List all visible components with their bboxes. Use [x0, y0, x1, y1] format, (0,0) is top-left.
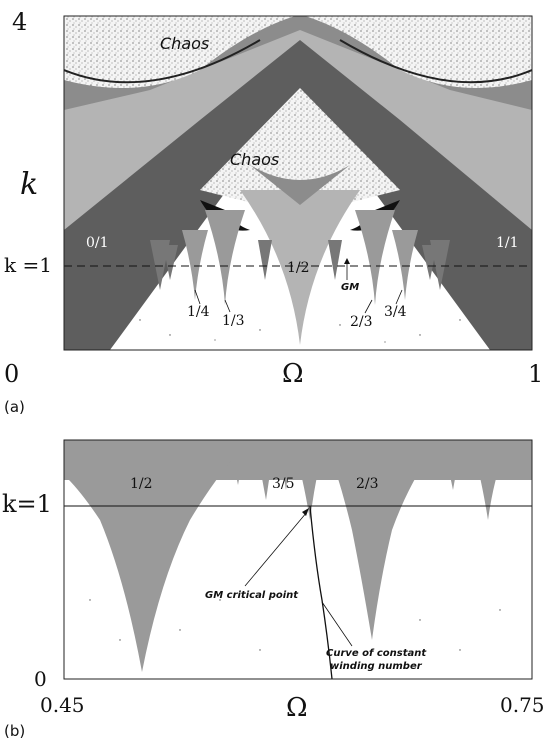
- gm-critical-arrowhead: [302, 508, 309, 516]
- y-tick-bottom-b: 0: [34, 667, 47, 691]
- curve-label-line1: Curve of constant: [326, 648, 427, 659]
- y-tick-top: 4: [12, 8, 27, 36]
- tongue-label-3-5-b: 3/5: [272, 476, 295, 492]
- scatter-dots-b: [89, 599, 501, 651]
- gm-critical-arrow: [244, 511, 308, 587]
- curve-label-line2: winding number: [330, 661, 423, 672]
- panel-tag-b: (b): [4, 722, 25, 740]
- tongue-label-3-4: 3/4: [384, 304, 407, 320]
- tongue-small-b: [230, 440, 292, 500]
- x-axis-label-a: Ω: [282, 359, 304, 389]
- tongue-right-b1: [470, 440, 510, 520]
- x-tick-left-a: 0: [4, 360, 19, 388]
- chaos-label-top: Chaos: [160, 34, 209, 53]
- panel-a: [64, 16, 532, 350]
- panel-b-frame: [63, 439, 533, 680]
- gm-critical-label: GM critical point: [205, 590, 299, 601]
- x-tick-right-a: 1: [528, 360, 543, 388]
- tongue-label-0-1: 0/1: [86, 235, 109, 251]
- tongue-label-1-1: 1/1: [496, 235, 519, 251]
- tongue-1-4: [182, 230, 208, 300]
- tongue-1-3: [205, 210, 245, 305]
- tongue-small-left: [150, 240, 272, 290]
- gm-label-a: GM: [341, 282, 359, 293]
- tongue-label-1-4: 1/4: [187, 304, 210, 320]
- tongue-3-4: [392, 230, 418, 300]
- tongue-label-1-2: 1/2: [287, 260, 310, 276]
- y-axis-label: k: [20, 167, 38, 202]
- x-tick-right-b: 0.75: [500, 693, 545, 717]
- tongue-2-3: [355, 210, 395, 305]
- label-leader-1-4: [194, 289, 201, 305]
- tongue-label-2-3: 2/3: [350, 314, 373, 330]
- panel-b: [64, 440, 532, 679]
- constant-winding-curve: [309, 505, 333, 679]
- panel-a-frame: [63, 15, 533, 351]
- chaos-edge-left: [64, 39, 261, 84]
- tongue-label-2-3-b: 2/3: [356, 476, 379, 492]
- tongue-2-3-b: [325, 440, 440, 640]
- tongue-1-2-core: [250, 165, 350, 205]
- label-leader-1-3: [224, 299, 231, 313]
- label-leader-2-3: [364, 299, 373, 314]
- k1-label-b: k=1: [2, 490, 52, 518]
- tongue-1-2-b: [64, 440, 250, 672]
- curve-label-arrow: [321, 601, 353, 647]
- panel-tag-a: (a): [4, 398, 25, 416]
- chaos-label-middle: Chaos: [230, 150, 279, 169]
- x-tick-left-b: 0.45: [40, 693, 85, 717]
- x-axis-label-b: Ω: [286, 693, 308, 723]
- scatter-dots-a: [139, 319, 461, 343]
- label-leader-3-4: [395, 289, 403, 305]
- chaos-diamond: [200, 88, 400, 215]
- chaos-edge-right: [339, 39, 532, 84]
- tongue-right-b3: [440, 440, 465, 490]
- tongue-label-1-3: 1/3: [222, 313, 245, 329]
- tongue-3-5-b: [300, 440, 325, 520]
- tongue-1-2: [240, 190, 360, 345]
- tongue-right-b2: [515, 440, 532, 470]
- gm-arrowhead-a: [344, 258, 350, 264]
- tongue-small-right: [328, 240, 450, 290]
- tongue-label-1-2-b: 1/2: [130, 476, 153, 492]
- chaos-band-top-right: [305, 16, 532, 88]
- chaos-band-top-left: [64, 16, 295, 88]
- k1-label-a: k =1: [4, 253, 52, 277]
